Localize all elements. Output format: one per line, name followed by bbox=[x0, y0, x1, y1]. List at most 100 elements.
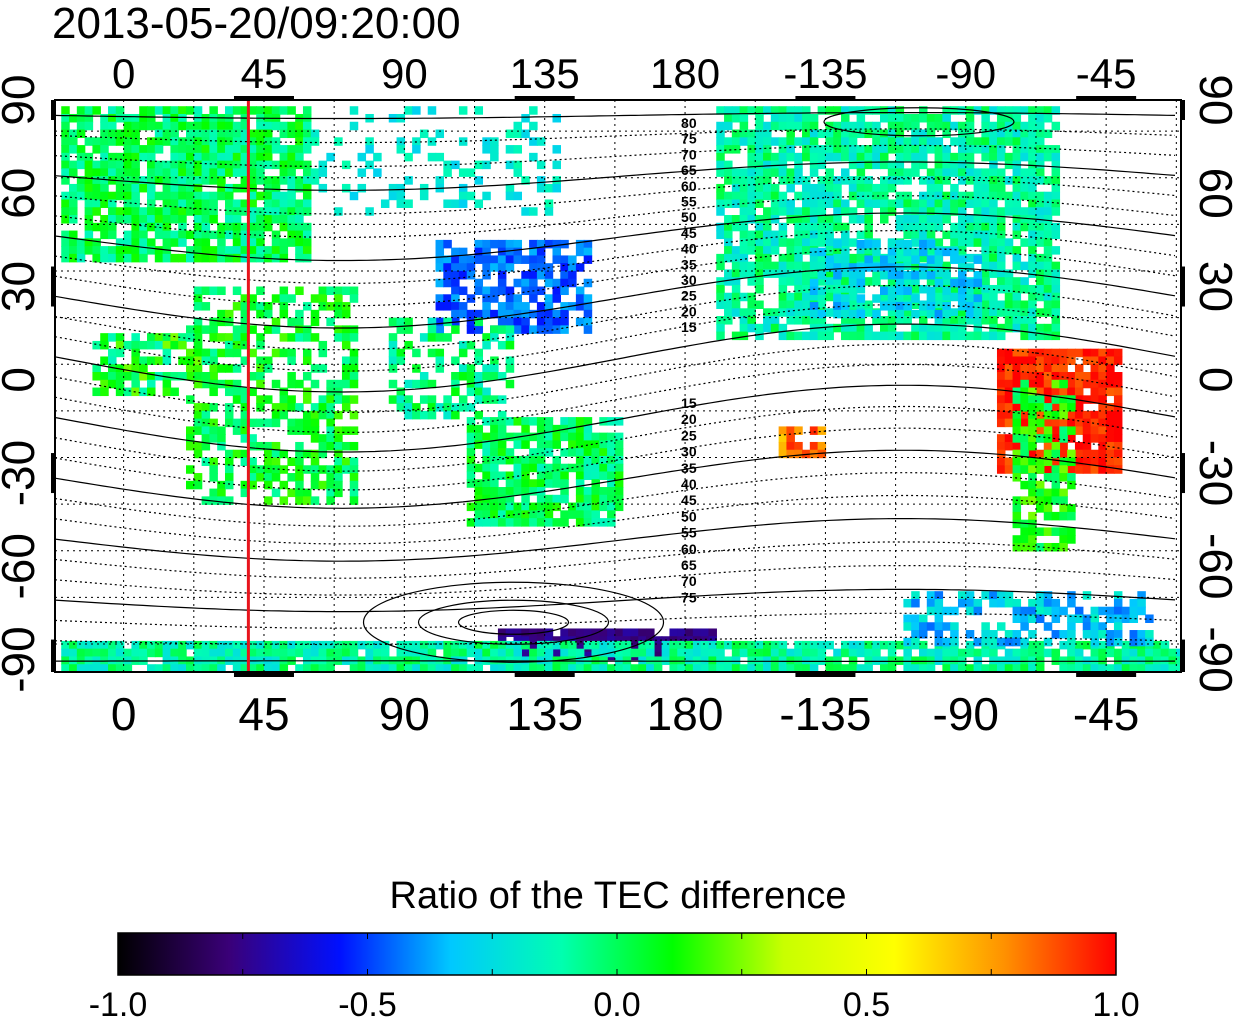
tec-cell bbox=[560, 432, 569, 442]
tec-cell bbox=[170, 121, 179, 131]
tec-cell bbox=[778, 230, 788, 240]
tec-cell bbox=[404, 410, 413, 420]
tec-cell bbox=[326, 152, 335, 162]
tec-cell bbox=[302, 664, 312, 672]
tec-cell bbox=[755, 664, 764, 672]
tec-cell bbox=[536, 424, 546, 434]
tec-cell bbox=[825, 656, 834, 665]
tec-cell bbox=[1098, 441, 1107, 451]
tec-cell bbox=[739, 640, 749, 650]
longitude-tick-label: 90 bbox=[381, 50, 428, 97]
tec-cell bbox=[848, 183, 858, 193]
tec-cell bbox=[848, 238, 858, 247]
tec-cell bbox=[287, 129, 296, 139]
tec-cell bbox=[217, 648, 226, 658]
tec-cell bbox=[217, 238, 226, 247]
tec-cell bbox=[1074, 418, 1084, 428]
tec-cell bbox=[263, 640, 273, 650]
tec-cell bbox=[536, 479, 546, 488]
tec-cell bbox=[833, 106, 842, 115]
tec-cell bbox=[716, 640, 725, 650]
tec-cell bbox=[716, 222, 725, 232]
tec-cell bbox=[1145, 648, 1154, 658]
tec-cell bbox=[1059, 488, 1068, 498]
tec-cell bbox=[934, 255, 944, 264]
tec-cell bbox=[1012, 457, 1022, 466]
tec-cell bbox=[84, 176, 94, 185]
tec-cell bbox=[770, 191, 780, 201]
tec-cell bbox=[981, 261, 990, 271]
tec-cell bbox=[224, 145, 234, 154]
tec-cell bbox=[809, 640, 819, 650]
tec-cell bbox=[162, 340, 172, 350]
tec-cell bbox=[224, 379, 234, 389]
tec-cell bbox=[295, 152, 304, 162]
tec-cell bbox=[1145, 630, 1154, 639]
tec-cell bbox=[232, 387, 242, 397]
tec-cell bbox=[271, 473, 281, 482]
tec-cell bbox=[170, 199, 179, 208]
tec-cell bbox=[1004, 403, 1014, 412]
tec-cell bbox=[981, 648, 990, 658]
tec-cell bbox=[1028, 356, 1037, 365]
tec-cell bbox=[170, 183, 179, 193]
tec-cell bbox=[201, 426, 211, 435]
tec-cell bbox=[880, 640, 889, 650]
tec-cell bbox=[209, 246, 218, 255]
tec-cell bbox=[170, 215, 179, 224]
tec-cell bbox=[263, 395, 273, 404]
tec-cell bbox=[583, 487, 593, 496]
tec-cell bbox=[240, 664, 250, 672]
tec-cell bbox=[84, 137, 94, 146]
tec-cell bbox=[123, 230, 133, 240]
tec-cell bbox=[957, 222, 967, 232]
tec-cell bbox=[1129, 598, 1139, 608]
tec-cell bbox=[1059, 410, 1068, 420]
tec-cell bbox=[583, 302, 593, 311]
contour-label: 20 bbox=[681, 411, 697, 427]
tec-cell bbox=[1082, 449, 1092, 459]
tec-cell bbox=[778, 648, 788, 658]
tec-cell bbox=[279, 238, 289, 247]
tec-cell bbox=[240, 640, 250, 650]
tec-cell bbox=[1051, 106, 1061, 115]
tec-cell bbox=[108, 113, 117, 123]
tec-cell bbox=[1067, 591, 1076, 600]
tec-cell bbox=[895, 309, 905, 319]
tec-cell bbox=[778, 207, 788, 216]
tec-cell bbox=[989, 238, 998, 247]
tec-cell bbox=[677, 640, 686, 650]
tec-cell bbox=[108, 121, 117, 131]
tec-cell bbox=[505, 448, 515, 457]
tec-cell bbox=[61, 152, 70, 162]
tec-cell bbox=[1090, 614, 1100, 623]
contour-line bbox=[55, 405, 1176, 472]
tec-cell bbox=[794, 308, 803, 317]
tec-cell bbox=[841, 145, 850, 154]
tec-cell bbox=[833, 270, 842, 280]
tec-cell bbox=[162, 176, 172, 185]
tec-cell bbox=[279, 176, 289, 185]
latitude-tick-label: 30 bbox=[1190, 261, 1240, 312]
tec-cell bbox=[115, 160, 125, 170]
tec-cell bbox=[279, 152, 289, 162]
tec-cell bbox=[240, 199, 250, 208]
tec-cell bbox=[1051, 230, 1061, 240]
contour-loop bbox=[362, 581, 665, 663]
tec-cell bbox=[1020, 176, 1029, 185]
tec-cell bbox=[536, 183, 546, 193]
tec-cell bbox=[825, 230, 834, 240]
tec-cell bbox=[848, 160, 858, 170]
tec-cell bbox=[240, 253, 250, 263]
tec-cell bbox=[115, 129, 125, 139]
tec-cell bbox=[934, 176, 944, 185]
tec-cell bbox=[880, 160, 889, 170]
tec-cell bbox=[139, 113, 148, 123]
tec-cell bbox=[1043, 496, 1053, 505]
tec-cell bbox=[1012, 535, 1022, 544]
tec-cell bbox=[833, 253, 842, 263]
tec-cell bbox=[996, 152, 1006, 162]
tec-cell bbox=[934, 637, 944, 647]
tec-cell bbox=[1098, 387, 1107, 397]
longitude-tick-label: -135 bbox=[779, 688, 871, 740]
